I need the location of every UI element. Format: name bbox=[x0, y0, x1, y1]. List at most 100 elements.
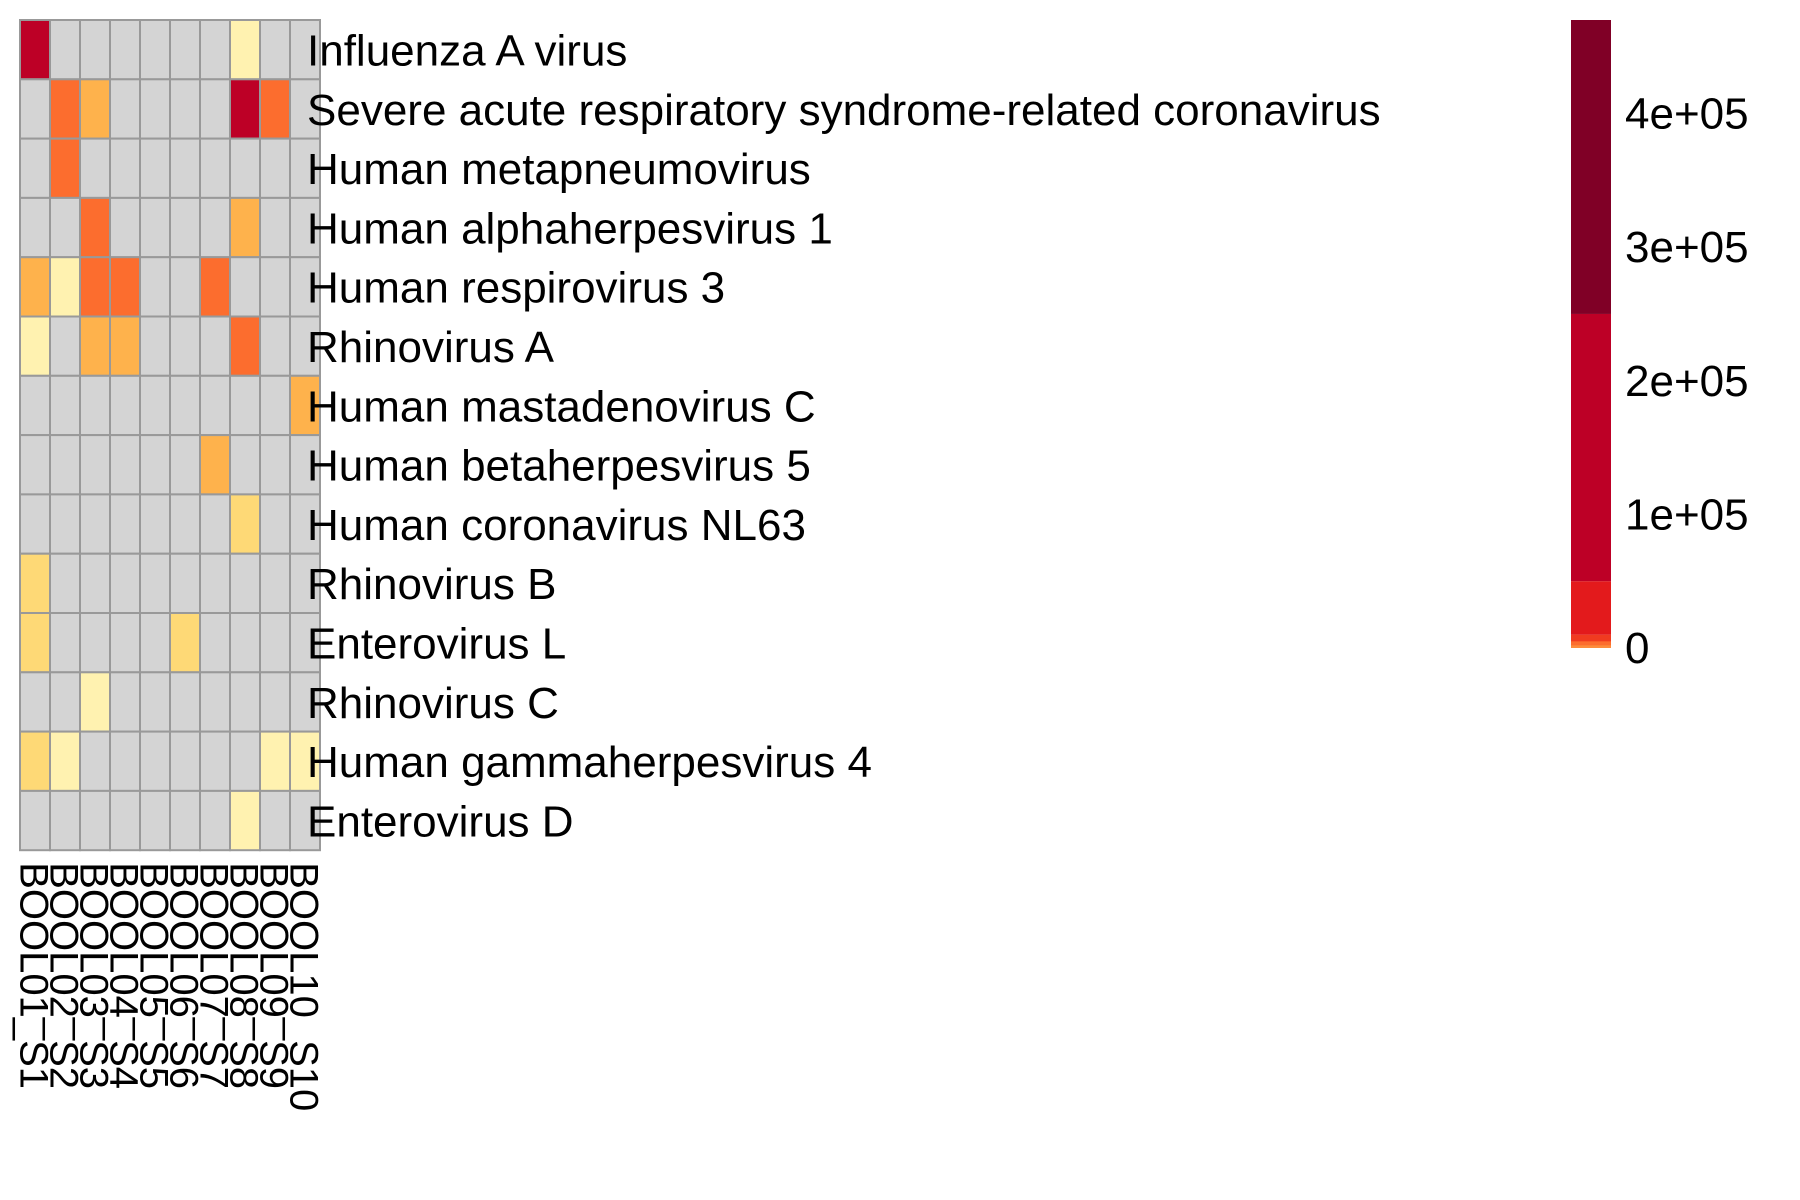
heatmap-cell bbox=[79, 789, 111, 852]
row-label: Human gammaherpesvirus 4 bbox=[307, 738, 872, 787]
heatmap-cell bbox=[139, 196, 171, 259]
heatmap-cell bbox=[229, 552, 261, 615]
heatmap-cell bbox=[199, 374, 231, 437]
column-label: BOOL10_S10 bbox=[282, 862, 326, 1111]
row-label: Human betaherpesvirus 5 bbox=[307, 442, 811, 491]
heatmap-cell bbox=[259, 552, 291, 615]
heatmap-cell bbox=[79, 78, 111, 140]
heatmap-cell bbox=[169, 196, 201, 259]
heatmap-cell bbox=[49, 434, 81, 496]
heatmap-cell bbox=[259, 196, 291, 259]
heatmap-cell bbox=[259, 256, 291, 318]
heatmap-cell bbox=[259, 730, 291, 792]
column-label: BOOL06_S6 bbox=[162, 862, 206, 1089]
heatmap-cells bbox=[19, 19, 321, 852]
heatmap-cell bbox=[199, 612, 231, 674]
legend-color-segment bbox=[1571, 581, 1611, 635]
column-label: BOOL01_S1 bbox=[12, 862, 56, 1089]
heatmap-cell bbox=[19, 671, 51, 733]
heatmap-cell bbox=[19, 612, 51, 674]
heatmap-cell bbox=[169, 493, 201, 555]
heatmap-cell bbox=[169, 671, 201, 733]
heatmap-cell bbox=[79, 315, 111, 377]
heatmap-cell bbox=[139, 671, 171, 733]
heatmap-cell bbox=[109, 196, 141, 259]
heatmap-cell bbox=[49, 671, 81, 733]
row-label: Human coronavirus NL63 bbox=[307, 501, 806, 550]
heatmap-cell bbox=[199, 730, 231, 792]
heatmap-cell bbox=[139, 19, 171, 81]
legend-tick-label: 3e+05 bbox=[1625, 223, 1749, 272]
heatmap-cell bbox=[199, 671, 231, 733]
heatmap-cell bbox=[139, 137, 171, 199]
heatmap-cell bbox=[259, 434, 291, 496]
heatmap-cell bbox=[229, 671, 261, 733]
heatmap-cell bbox=[229, 256, 261, 318]
heatmap-cell bbox=[109, 552, 141, 615]
heatmap-cell bbox=[109, 434, 141, 496]
heatmap-cell bbox=[289, 315, 321, 377]
heatmap-cell bbox=[49, 137, 81, 199]
heatmap-cell bbox=[19, 78, 51, 140]
heatmap-cell bbox=[19, 552, 51, 615]
column-label: BOOL05_S5 bbox=[132, 862, 176, 1089]
column-label: BOOL07_S7 bbox=[192, 862, 236, 1089]
heatmap-cell bbox=[199, 552, 231, 615]
heatmap-cell bbox=[49, 196, 81, 259]
heatmap-cell bbox=[109, 137, 141, 199]
heatmap-cell bbox=[199, 315, 231, 377]
heatmap-cell bbox=[139, 552, 171, 615]
heatmap-cell bbox=[139, 374, 171, 437]
heatmap-cell bbox=[169, 552, 201, 615]
heatmap-cell bbox=[229, 196, 261, 259]
legend-color-segment bbox=[1571, 313, 1611, 582]
heatmap-cell bbox=[49, 315, 81, 377]
heatmap-cell bbox=[259, 789, 291, 852]
heatmap-cell bbox=[259, 137, 291, 199]
column-label: BOOL02_S2 bbox=[42, 862, 86, 1089]
heatmap-cell bbox=[139, 730, 171, 792]
row-label: Rhinovirus B bbox=[307, 560, 556, 609]
heatmap-cell bbox=[289, 196, 321, 259]
heatmap-cell bbox=[139, 789, 171, 852]
heatmap-cell bbox=[19, 137, 51, 199]
heatmap-cell bbox=[79, 552, 111, 615]
heatmap-cell bbox=[109, 671, 141, 733]
heatmap-cell bbox=[259, 374, 291, 437]
heatmap-cell bbox=[139, 256, 171, 318]
heatmap-cell bbox=[79, 434, 111, 496]
row-label: Rhinovirus A bbox=[307, 323, 555, 372]
heatmap-cell bbox=[169, 789, 201, 852]
row-labels: Influenza A virus Severe acute respirator… bbox=[307, 26, 1381, 846]
column-label: BOOL09_S9 bbox=[252, 862, 296, 1089]
legend-color-segment bbox=[1571, 20, 1611, 314]
heatmap-cell bbox=[199, 78, 231, 140]
heatmap-cell bbox=[109, 374, 141, 437]
heatmap-cell bbox=[169, 78, 201, 140]
legend-color-segment bbox=[1571, 639, 1611, 646]
row-label: Enterovirus D bbox=[307, 797, 574, 846]
row-label: Human respirovirus 3 bbox=[307, 264, 725, 313]
legend-color-segment bbox=[1571, 634, 1611, 642]
heatmap-cell bbox=[79, 671, 111, 733]
heatmap-cell bbox=[19, 196, 51, 259]
heatmap-cell bbox=[79, 374, 111, 437]
heatmap-cell bbox=[229, 315, 261, 377]
legend-tick-label: 2e+05 bbox=[1625, 357, 1749, 406]
heatmap-cell bbox=[19, 730, 51, 792]
heatmap-cell bbox=[169, 434, 201, 496]
heatmap-cell bbox=[229, 19, 261, 81]
heatmap-cell bbox=[199, 434, 231, 496]
heatmap-cell bbox=[19, 374, 51, 437]
heatmap-cell bbox=[49, 374, 81, 437]
heatmap-cell bbox=[199, 493, 231, 555]
heatmap-cell bbox=[109, 256, 141, 318]
heatmap-cell bbox=[49, 552, 81, 615]
heatmap-cell bbox=[49, 19, 81, 81]
heatmap-cell bbox=[169, 19, 201, 81]
heatmap-cell bbox=[19, 493, 51, 555]
heatmap-cell bbox=[109, 730, 141, 792]
heatmap-cell bbox=[109, 612, 141, 674]
row-label: Enterovirus L bbox=[307, 619, 566, 668]
